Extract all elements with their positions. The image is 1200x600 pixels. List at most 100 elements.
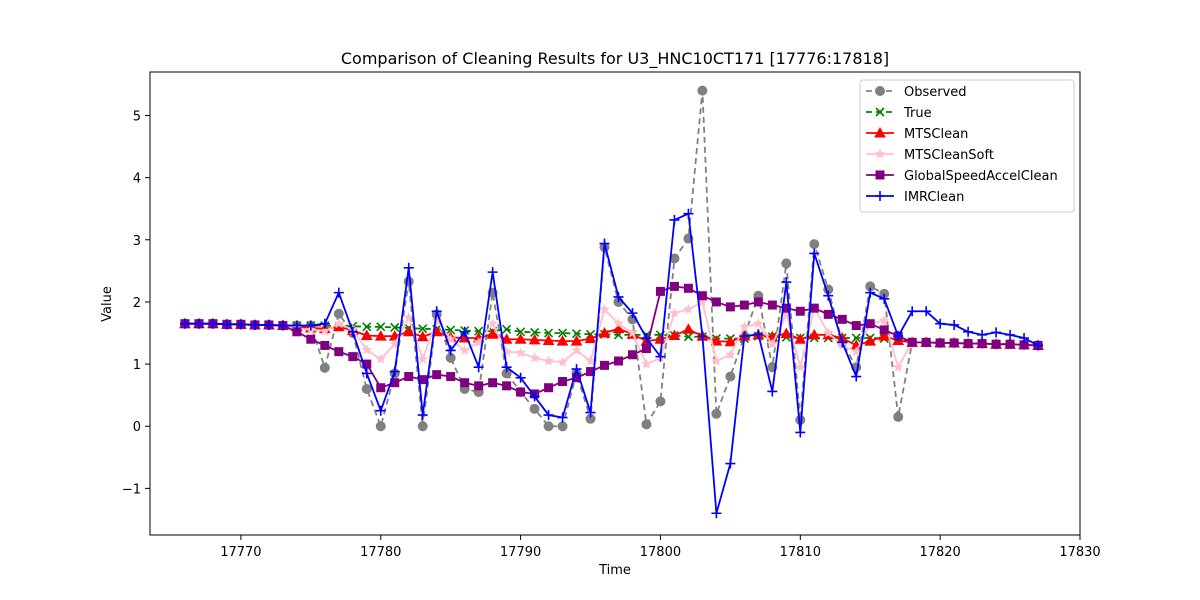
data-point-globalspeedaccelclean	[544, 383, 554, 393]
data-point-globalspeedaccelclean	[404, 372, 414, 382]
data-point-mtscleansoft	[627, 327, 638, 338]
legend-box	[859, 79, 1075, 213]
data-point-mtscleansoft	[892, 361, 904, 372]
data-point-imrclean	[711, 508, 722, 519]
data-point-mtscleansoft	[599, 303, 610, 314]
data-point-imrclean	[347, 326, 358, 337]
x-tick-label: 17810	[780, 545, 821, 560]
data-point-true	[418, 324, 428, 334]
data-point-mtscleansoft	[641, 358, 652, 369]
data-point-globalspeedaccelclean	[488, 378, 498, 388]
data-point-imrclean	[179, 318, 190, 329]
data-point-mtsclean	[500, 333, 513, 344]
data-point-observed	[655, 396, 666, 407]
x-tick-label: 17820	[919, 545, 960, 560]
data-point-mtsclean	[598, 326, 611, 338]
data-point-imrclean	[571, 364, 582, 375]
data-point-globalspeedaccelclean	[795, 306, 805, 316]
data-point-imrclean	[865, 287, 876, 298]
data-point-observed	[697, 85, 708, 96]
data-point-imrclean	[291, 320, 302, 331]
legend-label-observed: Observed	[904, 85, 967, 100]
series-imrclean	[179, 208, 1044, 519]
data-point-globalspeedaccelclean	[683, 283, 693, 293]
data-point-imrclean	[977, 329, 988, 340]
data-point-true	[571, 329, 582, 339]
y-tick-label: 0	[133, 420, 141, 435]
data-point-globalspeedaccelclean	[474, 381, 484, 391]
legend-label-globalspeedaccelclean: GlobalSpeedAccelClean	[904, 169, 1058, 184]
legend-label-mtsclean: MTSClean	[904, 127, 968, 142]
data-point-imrclean	[921, 306, 932, 317]
data-point-mtsclean	[556, 335, 569, 346]
data-point-imrclean	[221, 319, 232, 330]
data-point-imrclean	[893, 331, 904, 342]
data-point-imrclean	[417, 410, 428, 421]
data-point-mtsclean	[668, 329, 681, 341]
data-point-observed	[319, 362, 330, 373]
data-point-imrclean	[473, 362, 484, 373]
chart-title: Comparison of Cleaning Results for U3_HN…	[341, 49, 889, 69]
data-point-globalspeedaccelclean	[809, 303, 819, 313]
series-line-imrclean	[184, 212, 1039, 515]
data-point-globalspeedaccelclean	[460, 378, 470, 388]
data-point-mtscleansoft	[683, 303, 694, 314]
data-point-globalspeedaccelclean	[320, 340, 330, 350]
data-point-globalspeedaccelclean	[935, 338, 945, 348]
legend-marker-mtscleansoft	[874, 148, 886, 159]
data-point-observed	[375, 421, 386, 432]
x-tick-label: 17770	[220, 545, 261, 560]
data-point-globalspeedaccelclean	[669, 281, 679, 291]
data-point-mtscleansoft	[515, 347, 526, 358]
data-point-imrclean	[627, 308, 638, 319]
data-point-imrclean	[725, 458, 736, 469]
data-point-true	[390, 322, 400, 332]
data-point-globalspeedaccelclean	[963, 339, 973, 349]
data-point-globalspeedaccelclean	[739, 300, 749, 310]
data-point-mtscleansoft	[333, 318, 345, 329]
data-point-mtscleansoft	[459, 344, 471, 356]
y-tick-label: −1	[122, 482, 141, 497]
plot-area	[179, 85, 1044, 519]
legend-marker-globalspeedaccelclean	[875, 170, 885, 180]
data-point-mtsclean	[710, 335, 723, 346]
data-point-imrclean	[949, 319, 960, 330]
data-point-imrclean	[641, 332, 652, 343]
data-point-mtscleansoft	[557, 356, 568, 367]
data-point-imrclean	[907, 306, 918, 317]
y-axis-title: Value	[100, 286, 115, 322]
data-point-true	[446, 325, 456, 335]
data-point-imrclean	[277, 320, 288, 331]
data-point-globalspeedaccelclean	[879, 325, 889, 335]
data-point-observed	[641, 419, 652, 430]
data-point-imrclean	[683, 208, 694, 219]
data-point-imrclean	[403, 262, 414, 273]
legend: Observed True MTSClean MTSCleanSoft GlobalSp…	[859, 79, 1075, 213]
data-point-imrclean	[543, 410, 554, 421]
data-point-mtsclean	[416, 330, 429, 342]
data-point-imrclean	[1005, 329, 1016, 340]
data-point-imrclean	[795, 427, 806, 438]
series-line-observed	[184, 89, 1039, 428]
data-point-globalspeedaccelclean	[1005, 339, 1015, 349]
data-point-mtsclean	[402, 325, 415, 337]
data-point-mtsclean	[360, 329, 373, 341]
data-point-globalspeedaccelclean	[697, 291, 707, 301]
data-point-globalspeedaccelclean	[558, 376, 568, 386]
data-point-globalspeedaccelclean	[991, 339, 1001, 349]
axes-frame	[149, 71, 1081, 536]
data-point-imrclean	[697, 331, 708, 342]
data-point-globalspeedaccelclean	[641, 344, 651, 354]
data-point-imrclean	[557, 412, 568, 423]
legend-label-mtscleansoft: MTSCleanSoft	[904, 148, 994, 163]
y-tick-label: 2	[133, 296, 141, 311]
x-tick-label: 17790	[500, 545, 541, 560]
data-point-imrclean	[529, 391, 540, 402]
data-point-true	[502, 324, 512, 334]
data-point-mtscleansoft	[669, 307, 680, 318]
data-point-mtscleansoft	[878, 314, 890, 326]
legend-marker-imrclean	[875, 191, 885, 201]
data-point-mtscleansoft	[487, 318, 499, 329]
y-tick-label: 4	[133, 172, 141, 187]
legend-label-imrclean: IMRClean	[904, 190, 964, 205]
